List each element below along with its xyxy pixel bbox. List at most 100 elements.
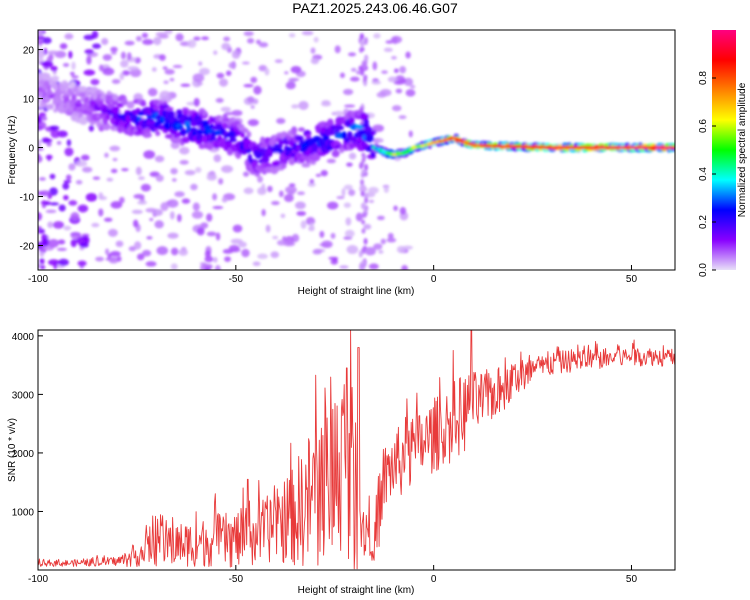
spectrogram-cell (186, 124, 191, 134)
spectrogram-cell (670, 145, 675, 150)
spectrogram-cell (122, 70, 130, 76)
spectrogram-cell (403, 77, 414, 87)
spectrogram-cell (360, 202, 365, 210)
spectrogram-cell (88, 124, 95, 132)
spectrogram-cell (228, 137, 237, 143)
spectrogram-cell (223, 36, 231, 42)
spectrogram-cell (170, 263, 178, 270)
spectrogram-cell (241, 61, 250, 65)
spectrogram-cell (224, 256, 231, 262)
spectrogram-cell (361, 169, 366, 175)
spectrogram-cell (213, 256, 218, 263)
spectrogram-cell (201, 36, 209, 41)
spectrogram-cell (206, 173, 217, 181)
spectrogram-cell (250, 105, 255, 109)
spectrogram-cell (92, 176, 101, 180)
spectrogram-cell (128, 246, 137, 252)
spectrogram-cell (363, 238, 368, 245)
spectrogram-cell (170, 167, 178, 175)
spectrogram-cell (246, 131, 252, 138)
spectrogram-cell (159, 90, 171, 100)
spectrogram-cell (345, 217, 352, 226)
spectrogram-cell (294, 201, 306, 210)
spectrogram-cell (358, 250, 363, 258)
spectrogram-cell (391, 56, 397, 60)
spectrogram-cell (341, 131, 347, 140)
spectrogram-cell (90, 78, 100, 86)
spectrogram-cell (360, 179, 365, 186)
spectrogram-cell (68, 50, 73, 59)
spectrogram-cell (77, 204, 89, 213)
spectrogram-cell (343, 202, 351, 208)
spectrogram-cell (49, 173, 56, 180)
spectrogram-y-tick-label: 20 (23, 46, 35, 57)
spectrogram-cell (59, 43, 68, 50)
spectrogram-cell (96, 120, 101, 128)
spectrogram-cell (49, 187, 58, 196)
spectrogram-cell (102, 54, 113, 61)
spectrogram-cell (39, 190, 51, 197)
spectrogram-cell (261, 155, 270, 164)
spectrogram-cell (204, 267, 211, 270)
spectrogram-cell (221, 165, 233, 173)
spectrogram-cell (310, 47, 316, 54)
spectrogram-cell (350, 67, 357, 72)
spectrogram-cell (76, 99, 82, 105)
spectrogram-cell (258, 64, 267, 72)
snr-y-tick-label: 3000 (12, 390, 35, 401)
spectrogram-cell (297, 191, 305, 196)
spectrogram-cell (138, 176, 145, 181)
spectrogram-cell (379, 89, 392, 97)
spectrogram-cell (215, 232, 221, 241)
spectrogram-cell (373, 243, 383, 250)
spectrogram-cell (255, 39, 261, 45)
spectrogram-cell (38, 212, 43, 221)
spectrogram-cell (195, 166, 202, 173)
spectrogram-cell (291, 126, 298, 135)
spectrogram-cell (108, 256, 119, 264)
spectrogram-cell (392, 36, 398, 45)
snr-x-label: Height of straight line (km) (298, 585, 415, 596)
spectrogram-cell (313, 36, 319, 43)
spectrogram-axes-frame (37, 29, 676, 271)
spectrogram-cell (224, 111, 234, 116)
spectrogram-cell (243, 141, 252, 150)
spectrogram-cell (44, 138, 53, 143)
spectrogram-cell (147, 87, 158, 97)
spectrogram-cell (274, 59, 283, 64)
spectrogram-cell (50, 65, 58, 72)
spectrogram-cell (360, 190, 365, 197)
spectrogram-cell (359, 186, 368, 193)
spectrogram-cell (111, 79, 121, 84)
spectrogram-cell (393, 205, 398, 211)
spectrogram-cell (301, 162, 311, 168)
spectrogram-cell (191, 131, 198, 136)
spectrogram-cell (159, 54, 166, 61)
spectrogram-cell (378, 250, 384, 254)
spectrogram-cell (62, 182, 70, 190)
spectrogram-cell (56, 140, 62, 145)
spectrogram-cell (174, 191, 185, 198)
spectrogram-cell (339, 265, 349, 269)
spectrogram-cell (198, 61, 203, 66)
spectrogram-cell (326, 118, 334, 127)
spectrogram-y-tick-label: 0 (28, 144, 34, 155)
spectrogram-cell (145, 207, 157, 213)
spectrogram-cell (364, 197, 369, 204)
spectrogram-cell (294, 135, 304, 141)
spectrogram-cell (141, 99, 146, 106)
spectrogram-cell (178, 248, 188, 256)
spectrogram-cell (84, 49, 94, 55)
spectrogram-cell (95, 256, 104, 262)
spectrogram-cell (121, 98, 128, 106)
spectrogram-x-ticks: -100 -50 0 50 (28, 265, 637, 285)
spectrogram-cell (38, 30, 43, 37)
spectrogram-cell (69, 81, 76, 89)
spectrogram-cell (405, 51, 411, 59)
spectrogram-cell (127, 66, 139, 71)
spectrogram-cell (386, 237, 397, 243)
spectrogram-cell (387, 232, 394, 240)
spectrogram-cell (361, 259, 366, 266)
spectrogram-cell (110, 201, 123, 209)
